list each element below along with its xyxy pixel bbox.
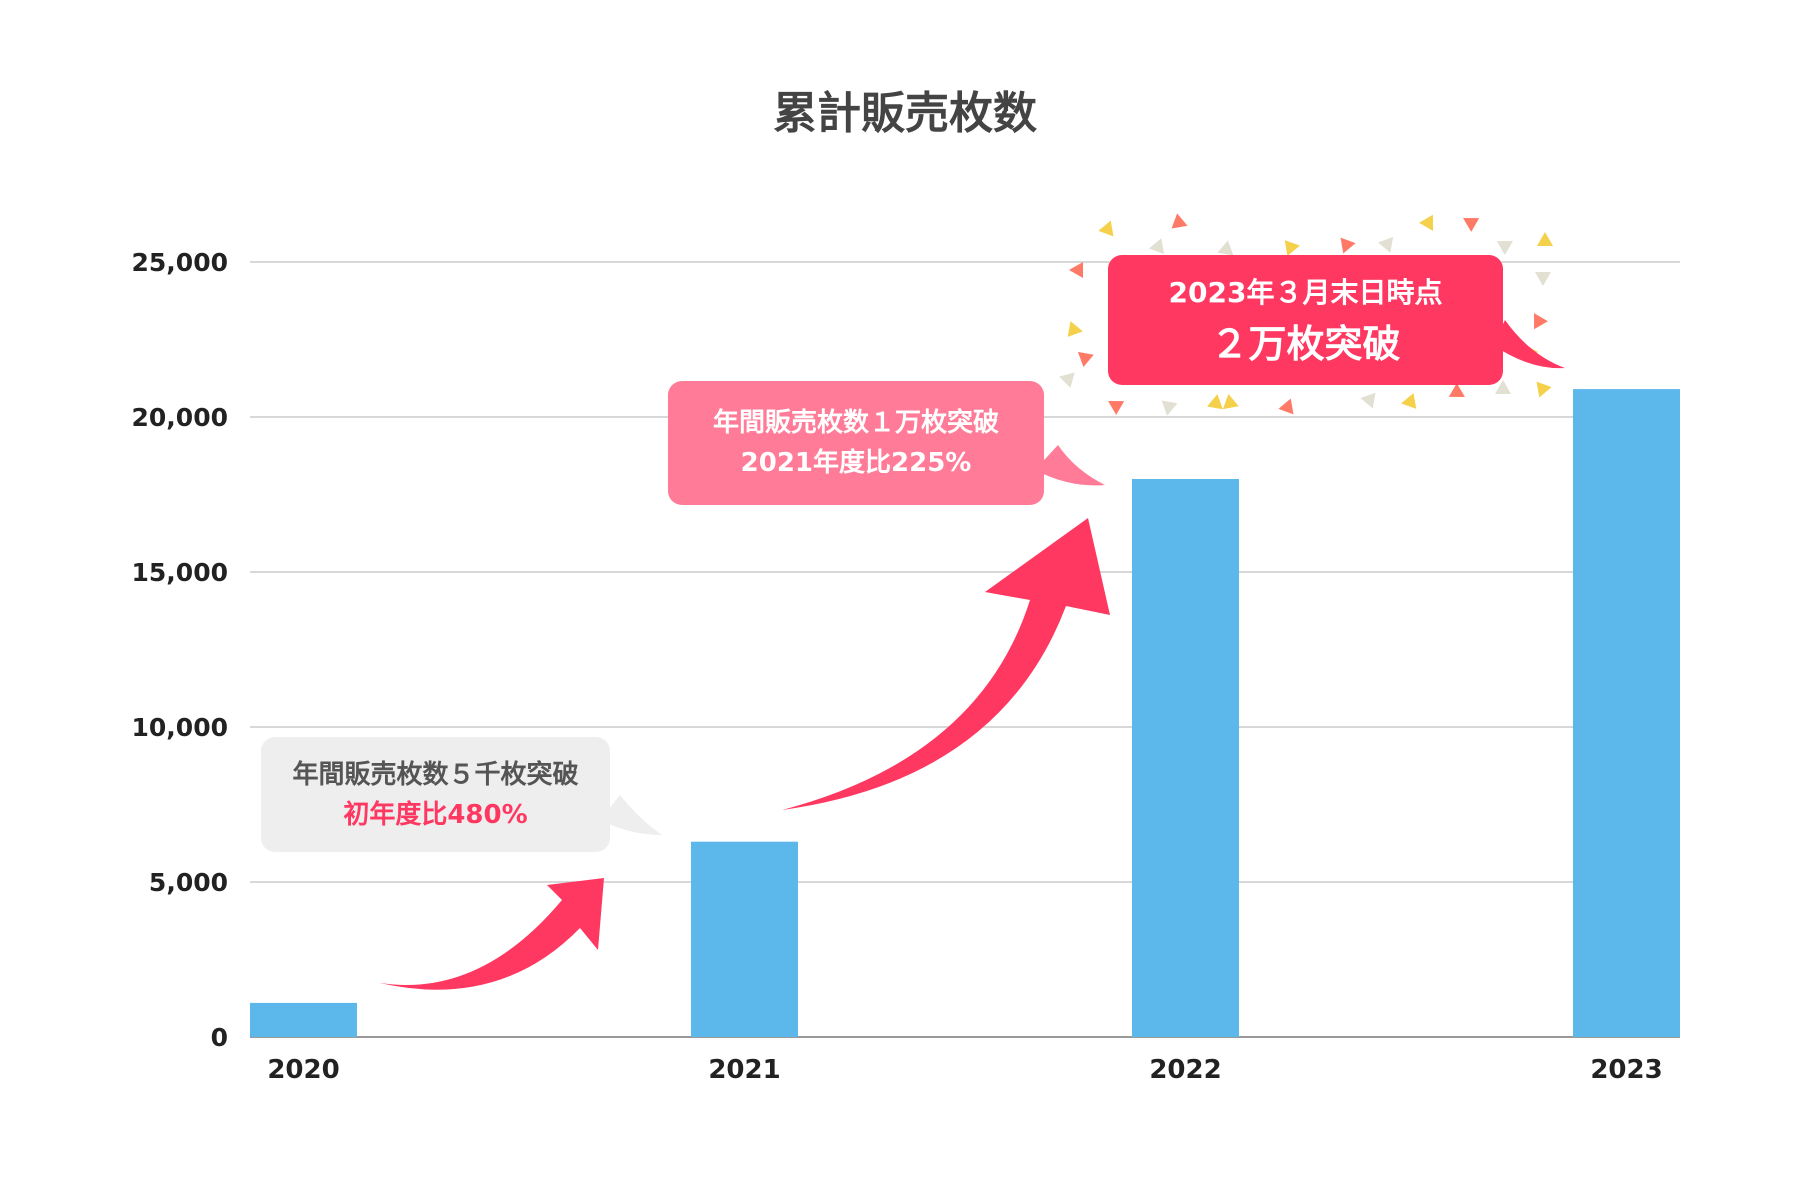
y-axis-labels: 0 5,000 10,000 15,000 20,000 25,000	[132, 248, 228, 1052]
x-tick-label: 2020	[267, 1055, 339, 1085]
y-tick-label: 10,000	[132, 713, 228, 742]
y-tick-label: 5,000	[149, 868, 228, 897]
chart-title: 累計販売枚数	[773, 88, 1037, 139]
y-tick-label: 0	[211, 1023, 228, 1052]
x-axis-labels: 2020 2021 2022 2023	[267, 1055, 1662, 1085]
callout-2023: 2023年３月末日時点 ２万枚突破	[1108, 255, 1503, 385]
x-tick-label: 2022	[1149, 1055, 1221, 1085]
bar-2023	[1573, 389, 1680, 1038]
callout-2021-line2: 初年度比480%	[343, 799, 528, 830]
confetti-piece	[1534, 313, 1548, 330]
callout-2022: 年間販売枚数１万枚突破 2021年度比225%	[668, 381, 1044, 505]
confetti-piece	[1069, 262, 1083, 278]
confetti-piece	[1496, 241, 1513, 255]
confetti-decoration	[1059, 213, 1553, 416]
callout-2023-tail	[1493, 320, 1565, 369]
x-tick-label: 2021	[708, 1055, 780, 1085]
bar-2021	[691, 841, 798, 1037]
confetti-piece	[1463, 218, 1480, 232]
callout-tails	[600, 320, 1565, 835]
confetti-piece	[1278, 398, 1294, 415]
arrow-2021-2022	[782, 518, 1110, 810]
confetti-piece	[1448, 383, 1465, 397]
confetti-piece	[1419, 214, 1433, 231]
callout-2021-line1: 年間販売枚数５千枚突破	[292, 759, 579, 790]
confetti-piece	[1535, 272, 1551, 286]
confetti-piece	[1149, 238, 1165, 255]
confetti-piece	[1340, 237, 1356, 254]
confetti-piece	[1222, 394, 1239, 410]
y-tick-label: 15,000	[132, 558, 228, 587]
bar-2020	[250, 1002, 357, 1037]
callout-2022-line2: 2021年度比225%	[740, 448, 972, 478]
confetti-piece	[1098, 220, 1114, 237]
confetti-piece	[1067, 321, 1083, 337]
callout-2022-line1: 年間販売枚数１万枚突破	[712, 408, 999, 438]
confetti-piece	[1537, 232, 1553, 246]
callout-2022-tail	[1035, 445, 1105, 486]
confetti-piece	[1284, 240, 1300, 256]
confetti-piece	[1161, 400, 1178, 416]
confetti-piece	[1108, 401, 1125, 415]
callout-2021: 年間販売枚数５千枚突破 初年度比480%	[261, 737, 610, 852]
growth-arrows	[380, 518, 1110, 990]
callout-2021-tail	[600, 795, 662, 835]
confetti-piece	[1536, 381, 1552, 398]
y-tick-label: 20,000	[132, 403, 228, 432]
confetti-piece	[1077, 351, 1094, 367]
confetti-piece	[1207, 394, 1223, 410]
arrow-2020-2021	[380, 878, 604, 990]
confetti-piece	[1217, 240, 1234, 256]
confetti-piece	[1059, 372, 1075, 388]
x-tick-label: 2023	[1590, 1055, 1662, 1085]
y-tick-label: 25,000	[132, 248, 228, 277]
confetti-piece	[1360, 392, 1376, 409]
confetti-piece	[1378, 236, 1394, 253]
confetti-piece	[1495, 380, 1511, 394]
callout-2023-line1: 2023年３月末日時点	[1168, 276, 1443, 309]
bars	[250, 389, 1680, 1038]
confetti-piece	[1401, 393, 1417, 409]
callout-2023-line2: ２万枚突破	[1210, 322, 1401, 366]
bar-2022	[1132, 479, 1239, 1037]
confetti-piece	[1171, 213, 1188, 229]
